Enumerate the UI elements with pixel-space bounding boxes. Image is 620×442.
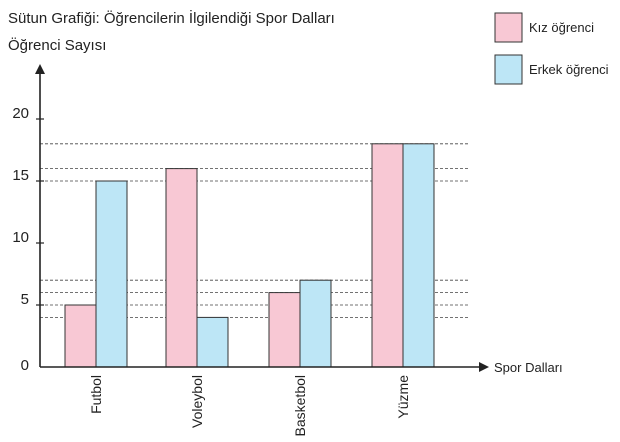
y-tick-label-0: 0 [21, 357, 29, 374]
bar-2-1 [299, 279, 332, 368]
legend-swatch-1 [494, 54, 523, 85]
legend-swatch-0 [494, 12, 523, 43]
plot-area: Futbol Voleybol Basketbol Yüzme 0 5 10 15 20 [12, 64, 489, 436]
y-axis-arrow [35, 64, 45, 74]
bar-1-1 [196, 316, 229, 368]
x-axis-label: Spor Dalları [494, 360, 563, 375]
y-tick-label-1: 5 [21, 291, 29, 308]
category-label-2: Basketbol [292, 375, 308, 436]
y-tick-label-4: 20 [12, 105, 29, 122]
bar-0-1 [95, 180, 128, 368]
bar-2-0 [268, 292, 301, 368]
bar-0-0 [64, 304, 97, 368]
bar-3-1 [402, 143, 435, 368]
category-label-3: Yüzme [395, 375, 411, 419]
category-label-0: Futbol [88, 375, 104, 414]
x-axis-arrow [479, 362, 489, 372]
category-label-1: Voleybol [189, 375, 205, 428]
legend-label-1: Erkek öğrenci [529, 62, 609, 77]
chart-title: Sütun Grafiği: Öğrencilerin İlgilendiği … [8, 9, 335, 27]
y-axis-label: Öğrenci Sayısı [8, 36, 106, 54]
bar-3-0 [371, 143, 404, 368]
y-tick-label-2: 10 [12, 229, 29, 246]
bar-1-0 [165, 168, 198, 368]
legend-label-0: Kız öğrenci [529, 20, 594, 35]
y-tick-label-3: 15 [12, 167, 29, 184]
legend: Kız öğrenci Erkek öğrenci [494, 12, 609, 85]
